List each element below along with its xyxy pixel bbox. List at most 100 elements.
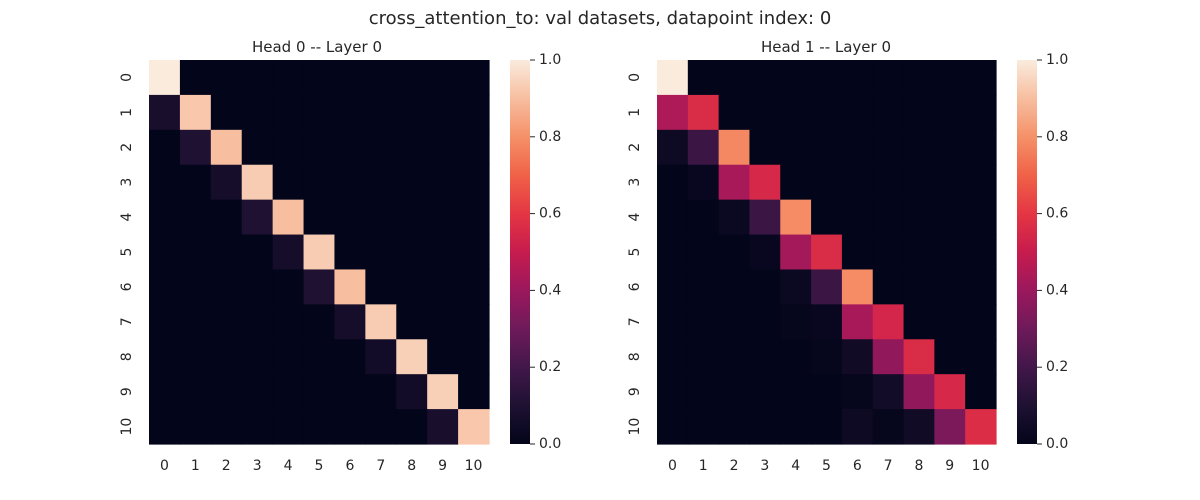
- colorbar-tick-label: 0.0: [539, 436, 561, 452]
- y-tick-label: 8: [119, 352, 135, 361]
- heatmap-cell-r3-c10: [458, 164, 490, 201]
- heatmap-cell-r4-c8: [396, 199, 428, 236]
- heatmap-cell-r8-c10: [965, 339, 997, 375]
- heatmap-cell-r1-c9: [427, 94, 459, 131]
- heatmap-cell-r1-c9: [934, 94, 966, 131]
- heatmap-cell-r8-c3: [749, 339, 781, 375]
- y-tick-labels: 0 1 2 3 4 5 6 7 8 9 10: [627, 73, 643, 435]
- colorbar-tick-label: 0.2: [1046, 359, 1068, 375]
- heatmap-cell-r0-c6: [841, 60, 874, 96]
- x-tick-label: 1: [191, 458, 200, 474]
- heatmap-cell-r0-c9: [934, 60, 966, 96]
- heatmap-cell-r2-c8: [903, 129, 935, 166]
- heatmap-cell-r7-c2: [718, 304, 751, 340]
- heatmap-cell-r7-c3: [241, 304, 274, 340]
- x-tick-label: 8: [407, 458, 416, 474]
- heatmap-cell-r3-c1: [687, 164, 720, 201]
- heatmap-cell-r9-c3: [749, 374, 781, 410]
- heatmap-cell-r8-c8: [396, 339, 428, 375]
- heatmap-cell-r9-c4: [272, 374, 305, 410]
- heatmap-cell-r1-c2: [718, 94, 751, 131]
- y-tick-label: 3: [119, 178, 135, 187]
- heatmap-cell-r10-c9: [427, 409, 459, 445]
- colorbar-tick-label: 0.8: [539, 129, 561, 145]
- y-tick-label: 8: [627, 352, 643, 361]
- y-tick-label: 9: [627, 387, 643, 396]
- heatmap-cell-r2-c7: [365, 129, 397, 166]
- heatmap-cell-r1-c4: [272, 94, 305, 131]
- heatmap-cell-r3-c9: [427, 164, 459, 201]
- colorbar-tick-label: 0.6: [539, 206, 561, 222]
- x-tick-labels: 0 1 2 3 4 5 6 7 8 9 10: [668, 458, 990, 474]
- heatmap-cell-r10-c5: [303, 409, 336, 445]
- heatmap-cell-r6-c7: [872, 269, 905, 305]
- heatmap-cell-r5-c8: [396, 234, 428, 271]
- heatmap-cell-r10-c2: [718, 409, 751, 445]
- heatmap-cell-r7-c9: [427, 304, 459, 340]
- heatmap-cell-r8-c10: [458, 339, 490, 375]
- heatmap-cell-r4-c10: [965, 199, 997, 236]
- heatmap-cell-r10-c0: [149, 409, 181, 445]
- heatmap-cell-r9-c10: [458, 374, 490, 410]
- y-tick-label: 0: [627, 73, 643, 82]
- y-tick-label: 7: [119, 317, 135, 326]
- heatmap-cell-r4-c5: [303, 199, 336, 236]
- y-tick-label: 6: [119, 282, 135, 291]
- heatmap-cell-r8-c5: [303, 339, 336, 375]
- heatmap-cell-r7-c5: [811, 304, 843, 340]
- colorbar-tick-label: 0.4: [1046, 282, 1068, 298]
- heatmap-cell-r5-c6: [841, 234, 874, 271]
- heatmap-cell-r2-c1: [687, 129, 720, 166]
- heatmap-cell-r1-c8: [903, 94, 935, 131]
- heatmap-cell-r3-c8: [396, 164, 428, 201]
- heatmap-cell-r4-c6: [334, 199, 366, 236]
- heatmap-cell-r7-c5: [303, 304, 336, 340]
- heatmap-cell-r8-c5: [811, 339, 843, 375]
- heatmap-cell-r2-c0: [149, 129, 181, 166]
- heatmap-cell-r4-c9: [934, 199, 966, 236]
- heatmap-cell-r10-c10: [965, 409, 997, 445]
- heatmap-cell-r10-c4: [780, 409, 812, 445]
- heatmap-cell-r1-c3: [749, 94, 781, 131]
- heatmap-cell-r3-c3: [241, 164, 274, 201]
- heatmap-cell-r4-c7: [872, 199, 905, 236]
- heatmap-cell-r1-c7: [365, 94, 397, 131]
- heatmap-cell-r1-c3: [241, 94, 274, 131]
- heatmap-cell-r5-c9: [934, 234, 966, 271]
- x-tick-label: 2: [222, 458, 231, 474]
- heatmap-cell-r5-c2: [718, 234, 751, 271]
- heatmap-cell-r1-c5: [811, 94, 843, 131]
- heatmap-cell-r3-c7: [872, 164, 905, 201]
- heatmap-cell-r7-c7: [872, 304, 905, 340]
- heatmap-cell-r3-c8: [903, 164, 935, 201]
- heatmap-cell-r2-c2: [718, 129, 751, 166]
- heatmap-panel-head-1: Head 1 -- Layer 0 0 1 2 3 4 5 6 7 8 9 10 0 1 2 3 4 5 6 7 8…: [627, 38, 1068, 474]
- heatmap-cell-r10-c3: [241, 409, 274, 445]
- heatmap-cell-r9-c4: [780, 374, 812, 410]
- heatmap-cell-r0-c9: [427, 60, 459, 96]
- x-tick-label: 7: [376, 458, 385, 474]
- heatmap-cell-r3-c6: [334, 164, 366, 201]
- y-tick-label: 2: [119, 143, 135, 152]
- heatmap-cell-r6-c6: [841, 269, 874, 305]
- heatmap-cell-r3-c0: [149, 164, 181, 201]
- colorbar-tick-label: 1.0: [539, 52, 561, 68]
- heatmap-cell-r9-c2: [718, 374, 751, 410]
- heatmap-cell-r4-c3: [241, 199, 274, 236]
- heatmap-cell-r6-c1: [687, 269, 720, 305]
- heatmap-cell-r3-c7: [365, 164, 397, 201]
- heatmap-cell-r7-c6: [841, 304, 874, 340]
- heatmap-cell-r10-c1: [687, 409, 720, 445]
- heatmap-cell-r0-c3: [241, 60, 274, 96]
- heatmap-cell-r8-c7: [365, 339, 397, 375]
- heatmap-cell-r1-c7: [872, 94, 905, 131]
- y-tick-label: 1: [627, 108, 643, 117]
- heatmap-cell-r10-c10: [458, 409, 490, 445]
- figure-title: cross_attention_to: val datasets, datapo…: [369, 8, 832, 29]
- heatmap-cell-r9-c9: [427, 374, 459, 410]
- heatmap-cell-r6-c4: [780, 269, 812, 305]
- panel-title: Head 0 -- Layer 0: [252, 38, 382, 56]
- heatmap-cell-r10-c0: [657, 409, 689, 445]
- colorbar-tick-label: 0.0: [1046, 436, 1068, 452]
- heatmap-cell-r9-c0: [657, 374, 689, 410]
